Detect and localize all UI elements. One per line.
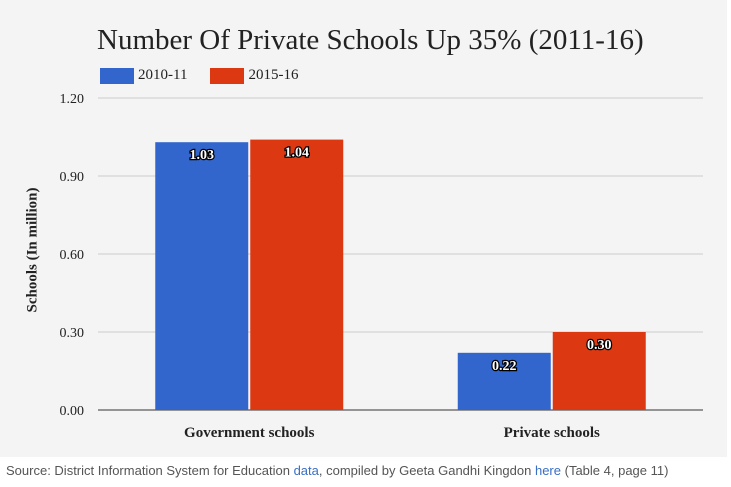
legend-label-2010-11: 2010-11 xyxy=(138,67,188,83)
bar xyxy=(552,332,646,410)
legend: 2010-11 2015-16 xyxy=(100,67,321,84)
y-tick-label: 0.30 xyxy=(60,326,85,341)
y-tick-label: 0.60 xyxy=(60,248,85,263)
source-note: Source: District Information System for … xyxy=(6,463,668,478)
legend-swatch-2015-16 xyxy=(210,67,245,84)
source-prefix: Source: District Information System for … xyxy=(6,463,294,478)
chart-container: 0.00 0.30 0.60 0.90 1.20 1.03 1.04 Government s… xyxy=(0,0,727,457)
source-here-link[interactable]: here xyxy=(534,463,561,478)
y-tick-label: 0.00 xyxy=(60,404,85,419)
data-label: 1.03 xyxy=(190,148,215,163)
legend-item-2010-11[interactable]: 2010-11 xyxy=(100,67,187,84)
legend-label-2015-16: 2015-16 xyxy=(248,67,299,83)
x-tick-label: Private schools xyxy=(504,425,600,441)
legend-swatch-2010-11 xyxy=(100,67,134,84)
x-tick-label: Government schools xyxy=(184,425,315,441)
legend-item-2015-16[interactable]: 2015-16 xyxy=(210,67,298,84)
source-middle: , compiled by Geeta Gandhi Kingdon xyxy=(318,463,535,478)
data-label: 1.04 xyxy=(285,146,310,161)
chart-title: Number Of Private Schools Up 35% (2011-1… xyxy=(97,24,644,56)
bar-chart: 0.00 0.30 0.60 0.90 1.20 1.03 1.04 Government s… xyxy=(60,92,703,441)
source-data-link[interactable]: data xyxy=(293,463,319,478)
data-label: 0.30 xyxy=(587,338,612,353)
source-suffix: (Table 4, page 11) xyxy=(561,463,669,478)
bar xyxy=(457,352,551,410)
y-tick-label: 1.20 xyxy=(60,92,85,107)
bar xyxy=(155,142,249,410)
y-tick-label: 0.90 xyxy=(60,170,85,185)
bar xyxy=(250,139,344,410)
y-axis-label: Schools (In million) xyxy=(24,187,41,313)
data-label: 0.22 xyxy=(492,359,517,374)
